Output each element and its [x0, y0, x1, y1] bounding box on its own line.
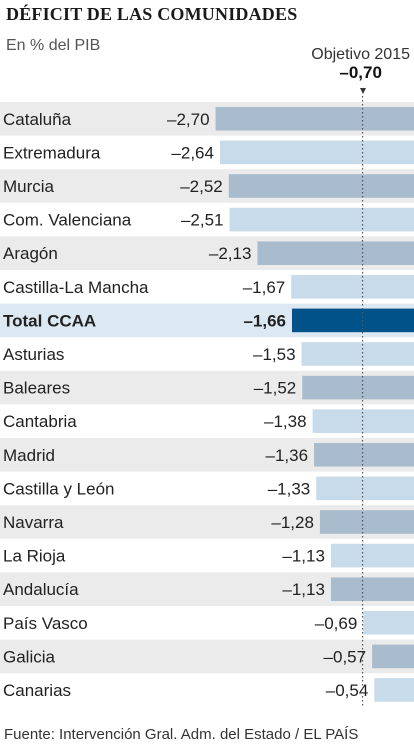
category-label: Navarra [3, 513, 64, 532]
category-label: Com. Valenciana [3, 211, 132, 230]
category-label: Castilla y León [3, 479, 115, 498]
category-label: Total CCAA [3, 311, 96, 330]
value-label: –1,13 [282, 547, 325, 566]
category-label: Andalucía [3, 580, 79, 599]
bar [228, 174, 414, 198]
bar [302, 375, 414, 400]
target-value: –0,70 [339, 63, 382, 82]
chart-subtitle: En % del PIB [6, 37, 101, 54]
value-label: –0,54 [326, 681, 369, 700]
bar [363, 611, 414, 635]
value-label: –2,64 [171, 143, 214, 162]
value-label: –1,38 [264, 412, 307, 431]
category-label: Murcia [3, 177, 55, 196]
value-label: –2,70 [167, 110, 210, 129]
bar [330, 577, 414, 601]
bar-chart: Cataluña –2,70 Extremadura –2,64 Murcia –2,52… [0, 96, 414, 707]
bar [291, 275, 414, 299]
value-label: –2,13 [209, 244, 252, 263]
bar [219, 140, 414, 165]
value-label: –1,66 [243, 311, 286, 330]
value-label: –1,36 [265, 446, 308, 465]
value-label: –0,57 [324, 647, 367, 666]
value-label: –1,28 [271, 513, 314, 532]
value-label: –2,51 [181, 211, 224, 230]
bar [229, 207, 414, 232]
category-label: La Rioja [3, 547, 66, 566]
category-label: Castilla-La Mancha [3, 278, 149, 297]
category-label: País Vasco [3, 614, 88, 633]
bar [291, 308, 414, 333]
target-label: Objetivo 2015 [311, 46, 410, 63]
category-label: Baleares [3, 379, 70, 398]
bar [374, 678, 414, 702]
bar [215, 107, 414, 131]
category-label: Madrid [3, 446, 55, 465]
category-label: Extremadura [3, 143, 101, 162]
category-label: Galicia [3, 647, 56, 666]
target-marker [359, 88, 366, 94]
category-label: Cantabria [3, 412, 77, 431]
category-label: Asturias [3, 345, 64, 364]
value-label: –1,52 [254, 379, 297, 398]
row-background [0, 639, 414, 674]
bar [312, 409, 414, 433]
category-label: Canarias [3, 681, 71, 700]
chart-title: DÉFICIT DE LAS COMUNIDADES [6, 4, 298, 24]
bar [301, 342, 414, 366]
bar [372, 644, 414, 669]
bar [319, 510, 414, 534]
category-label: Aragón [3, 244, 58, 263]
category-label: Cataluña [3, 110, 72, 129]
bar [330, 543, 414, 568]
target-annotation: Objetivo 2015 –0,70 [311, 46, 410, 82]
bar [257, 241, 414, 265]
value-label: –0,69 [315, 614, 358, 633]
value-label: –1,33 [268, 479, 311, 498]
bar [314, 443, 414, 467]
bar [316, 476, 414, 501]
value-label: –1,13 [282, 580, 325, 599]
source-note: Fuente: Intervención Gral. Adm. del Esta… [4, 726, 359, 743]
value-label: –1,53 [253, 345, 296, 364]
value-label: –2,52 [180, 177, 223, 196]
value-label: –1,67 [243, 278, 286, 297]
